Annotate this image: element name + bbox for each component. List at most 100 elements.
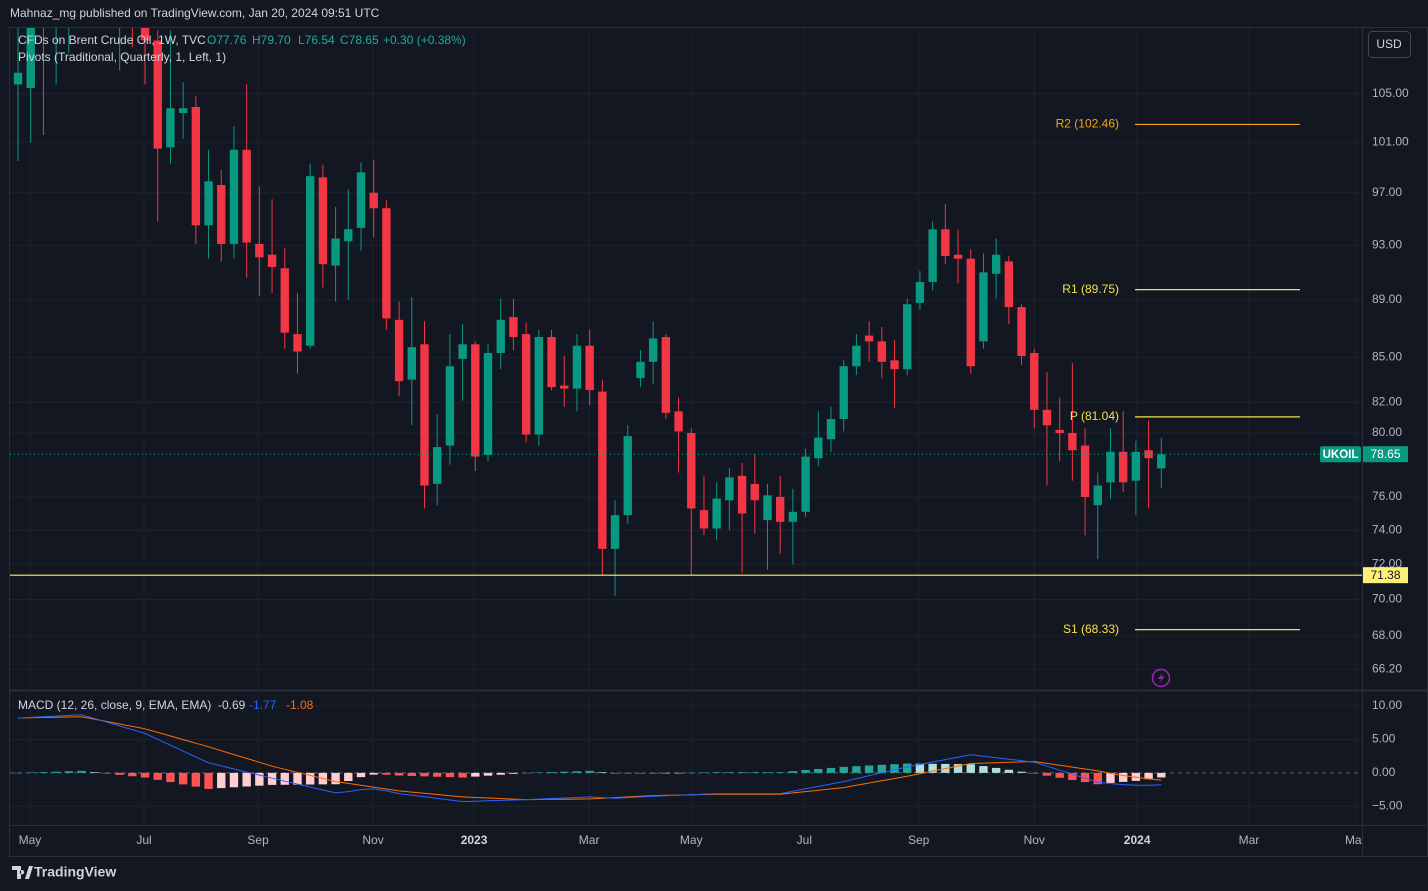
x-tick-label: Nov bbox=[1024, 833, 1045, 847]
candle-body bbox=[801, 456, 810, 512]
histogram-bar bbox=[661, 772, 671, 774]
currency-label[interactable]: USD bbox=[1376, 37, 1402, 51]
y-tick-label: 5.00 bbox=[1372, 732, 1396, 746]
macd-pane bbox=[13, 714, 1166, 803]
histogram-bar bbox=[1144, 772, 1153, 780]
histogram-bar bbox=[458, 772, 467, 778]
candle-body bbox=[966, 258, 975, 367]
candle-body bbox=[356, 172, 366, 228]
x-tick-label: Mar bbox=[579, 833, 600, 847]
candle-body bbox=[1030, 353, 1039, 410]
candle-body bbox=[776, 496, 785, 522]
candle-body bbox=[26, 28, 35, 88]
candle-body bbox=[407, 347, 416, 380]
candle-body bbox=[153, 40, 162, 149]
candle-body bbox=[471, 344, 480, 457]
y-tick-label: 101.00 bbox=[1372, 135, 1409, 149]
histogram-bar bbox=[331, 772, 340, 785]
footer-logo bbox=[12, 866, 33, 879]
histogram-bar bbox=[1080, 772, 1090, 783]
level-tag-label: 71.38 bbox=[1370, 568, 1400, 582]
candle-body bbox=[204, 181, 213, 226]
candle-body bbox=[1042, 409, 1052, 426]
histogram-bar bbox=[966, 764, 975, 773]
histogram-bar bbox=[356, 772, 366, 778]
histogram-bar bbox=[598, 772, 607, 773]
candle-body bbox=[585, 345, 594, 391]
histogram-bar bbox=[560, 771, 569, 773]
overlay: 71.38 UKOIL 78.65 bbox=[1320, 446, 1408, 584]
publisher: Mahnaz_mg published on TradingView.com, … bbox=[10, 6, 380, 20]
histogram-bar bbox=[737, 772, 747, 773]
histogram-bar bbox=[814, 768, 823, 773]
y-tick-label: 74.00 bbox=[1372, 522, 1402, 536]
candle-body bbox=[1080, 445, 1090, 497]
y-tick-label: 10.00 bbox=[1372, 698, 1402, 712]
candle-body bbox=[864, 335, 874, 342]
candle-body bbox=[1093, 485, 1102, 506]
histogram-bar bbox=[26, 772, 35, 773]
x-tick-label: May bbox=[680, 833, 703, 847]
currency-button[interactable]: USD bbox=[1368, 31, 1411, 58]
histogram-bar bbox=[420, 772, 429, 777]
histogram-bar bbox=[483, 772, 493, 776]
low-legend: L76.54 bbox=[298, 33, 335, 47]
y-tick-label: 97.00 bbox=[1372, 185, 1402, 199]
histogram-bar bbox=[153, 772, 162, 780]
y-tick-label: 76.00 bbox=[1372, 489, 1402, 503]
histogram-bar bbox=[204, 772, 213, 789]
candle-body bbox=[814, 437, 823, 459]
histogram-bar bbox=[39, 772, 48, 773]
histogram-bar bbox=[839, 766, 848, 773]
candle-body bbox=[496, 319, 505, 354]
candle-body bbox=[763, 495, 772, 521]
pivot-label: P (81.04) bbox=[1070, 409, 1119, 423]
footer-brand: TradingView bbox=[34, 864, 116, 880]
candle-body bbox=[293, 334, 302, 352]
histogram-bar bbox=[585, 770, 594, 773]
histogram-bar bbox=[877, 764, 887, 773]
x-tick-label: Jul bbox=[136, 833, 151, 847]
candle-body bbox=[623, 436, 632, 516]
histogram-bar bbox=[1106, 772, 1115, 783]
candle-body bbox=[928, 229, 937, 282]
alert-icon[interactable] bbox=[1151, 668, 1171, 688]
y-tick-label: 105.00 bbox=[1372, 86, 1409, 100]
candle-body bbox=[674, 411, 683, 432]
histogram-bar bbox=[1042, 772, 1052, 776]
candle-body bbox=[433, 447, 442, 484]
candle-body bbox=[903, 304, 912, 370]
currency-box[interactable] bbox=[1368, 31, 1411, 58]
close-legend: C78.65 bbox=[340, 33, 379, 47]
candle-body bbox=[953, 254, 963, 259]
histogram-bar bbox=[13, 772, 23, 774]
macd-line-legend: -1.77 bbox=[249, 698, 277, 712]
last-price-label: 78.65 bbox=[1370, 447, 1400, 461]
candle-body bbox=[166, 108, 175, 148]
histogram-bar bbox=[1017, 771, 1026, 773]
alert-circle[interactable] bbox=[1151, 668, 1171, 688]
histogram-bar bbox=[1068, 772, 1077, 780]
pivot-label: R1 (89.75) bbox=[1062, 282, 1119, 296]
candle-body bbox=[1106, 451, 1115, 483]
histogram-bar bbox=[534, 772, 544, 773]
candle-body bbox=[534, 337, 544, 435]
candle-body bbox=[483, 353, 493, 456]
symbol-tag-label: UKOIL bbox=[1323, 449, 1359, 461]
level-tag bbox=[1363, 567, 1408, 584]
candle-body bbox=[852, 345, 861, 367]
histogram-bar bbox=[217, 772, 226, 789]
candle-body bbox=[636, 361, 645, 379]
histogram-bar bbox=[776, 772, 785, 773]
histogram-bar bbox=[521, 772, 531, 774]
candle-body bbox=[788, 511, 798, 522]
histogram-bar bbox=[102, 772, 112, 774]
histogram-bar bbox=[280, 772, 289, 785]
histogram-bar bbox=[1118, 772, 1128, 782]
macd-legend: MACD (12, 26, close, 9, EMA, EMA) bbox=[18, 698, 211, 712]
histogram-bar bbox=[140, 772, 150, 778]
histogram-bar bbox=[1004, 769, 1014, 773]
candle-body bbox=[217, 185, 226, 244]
